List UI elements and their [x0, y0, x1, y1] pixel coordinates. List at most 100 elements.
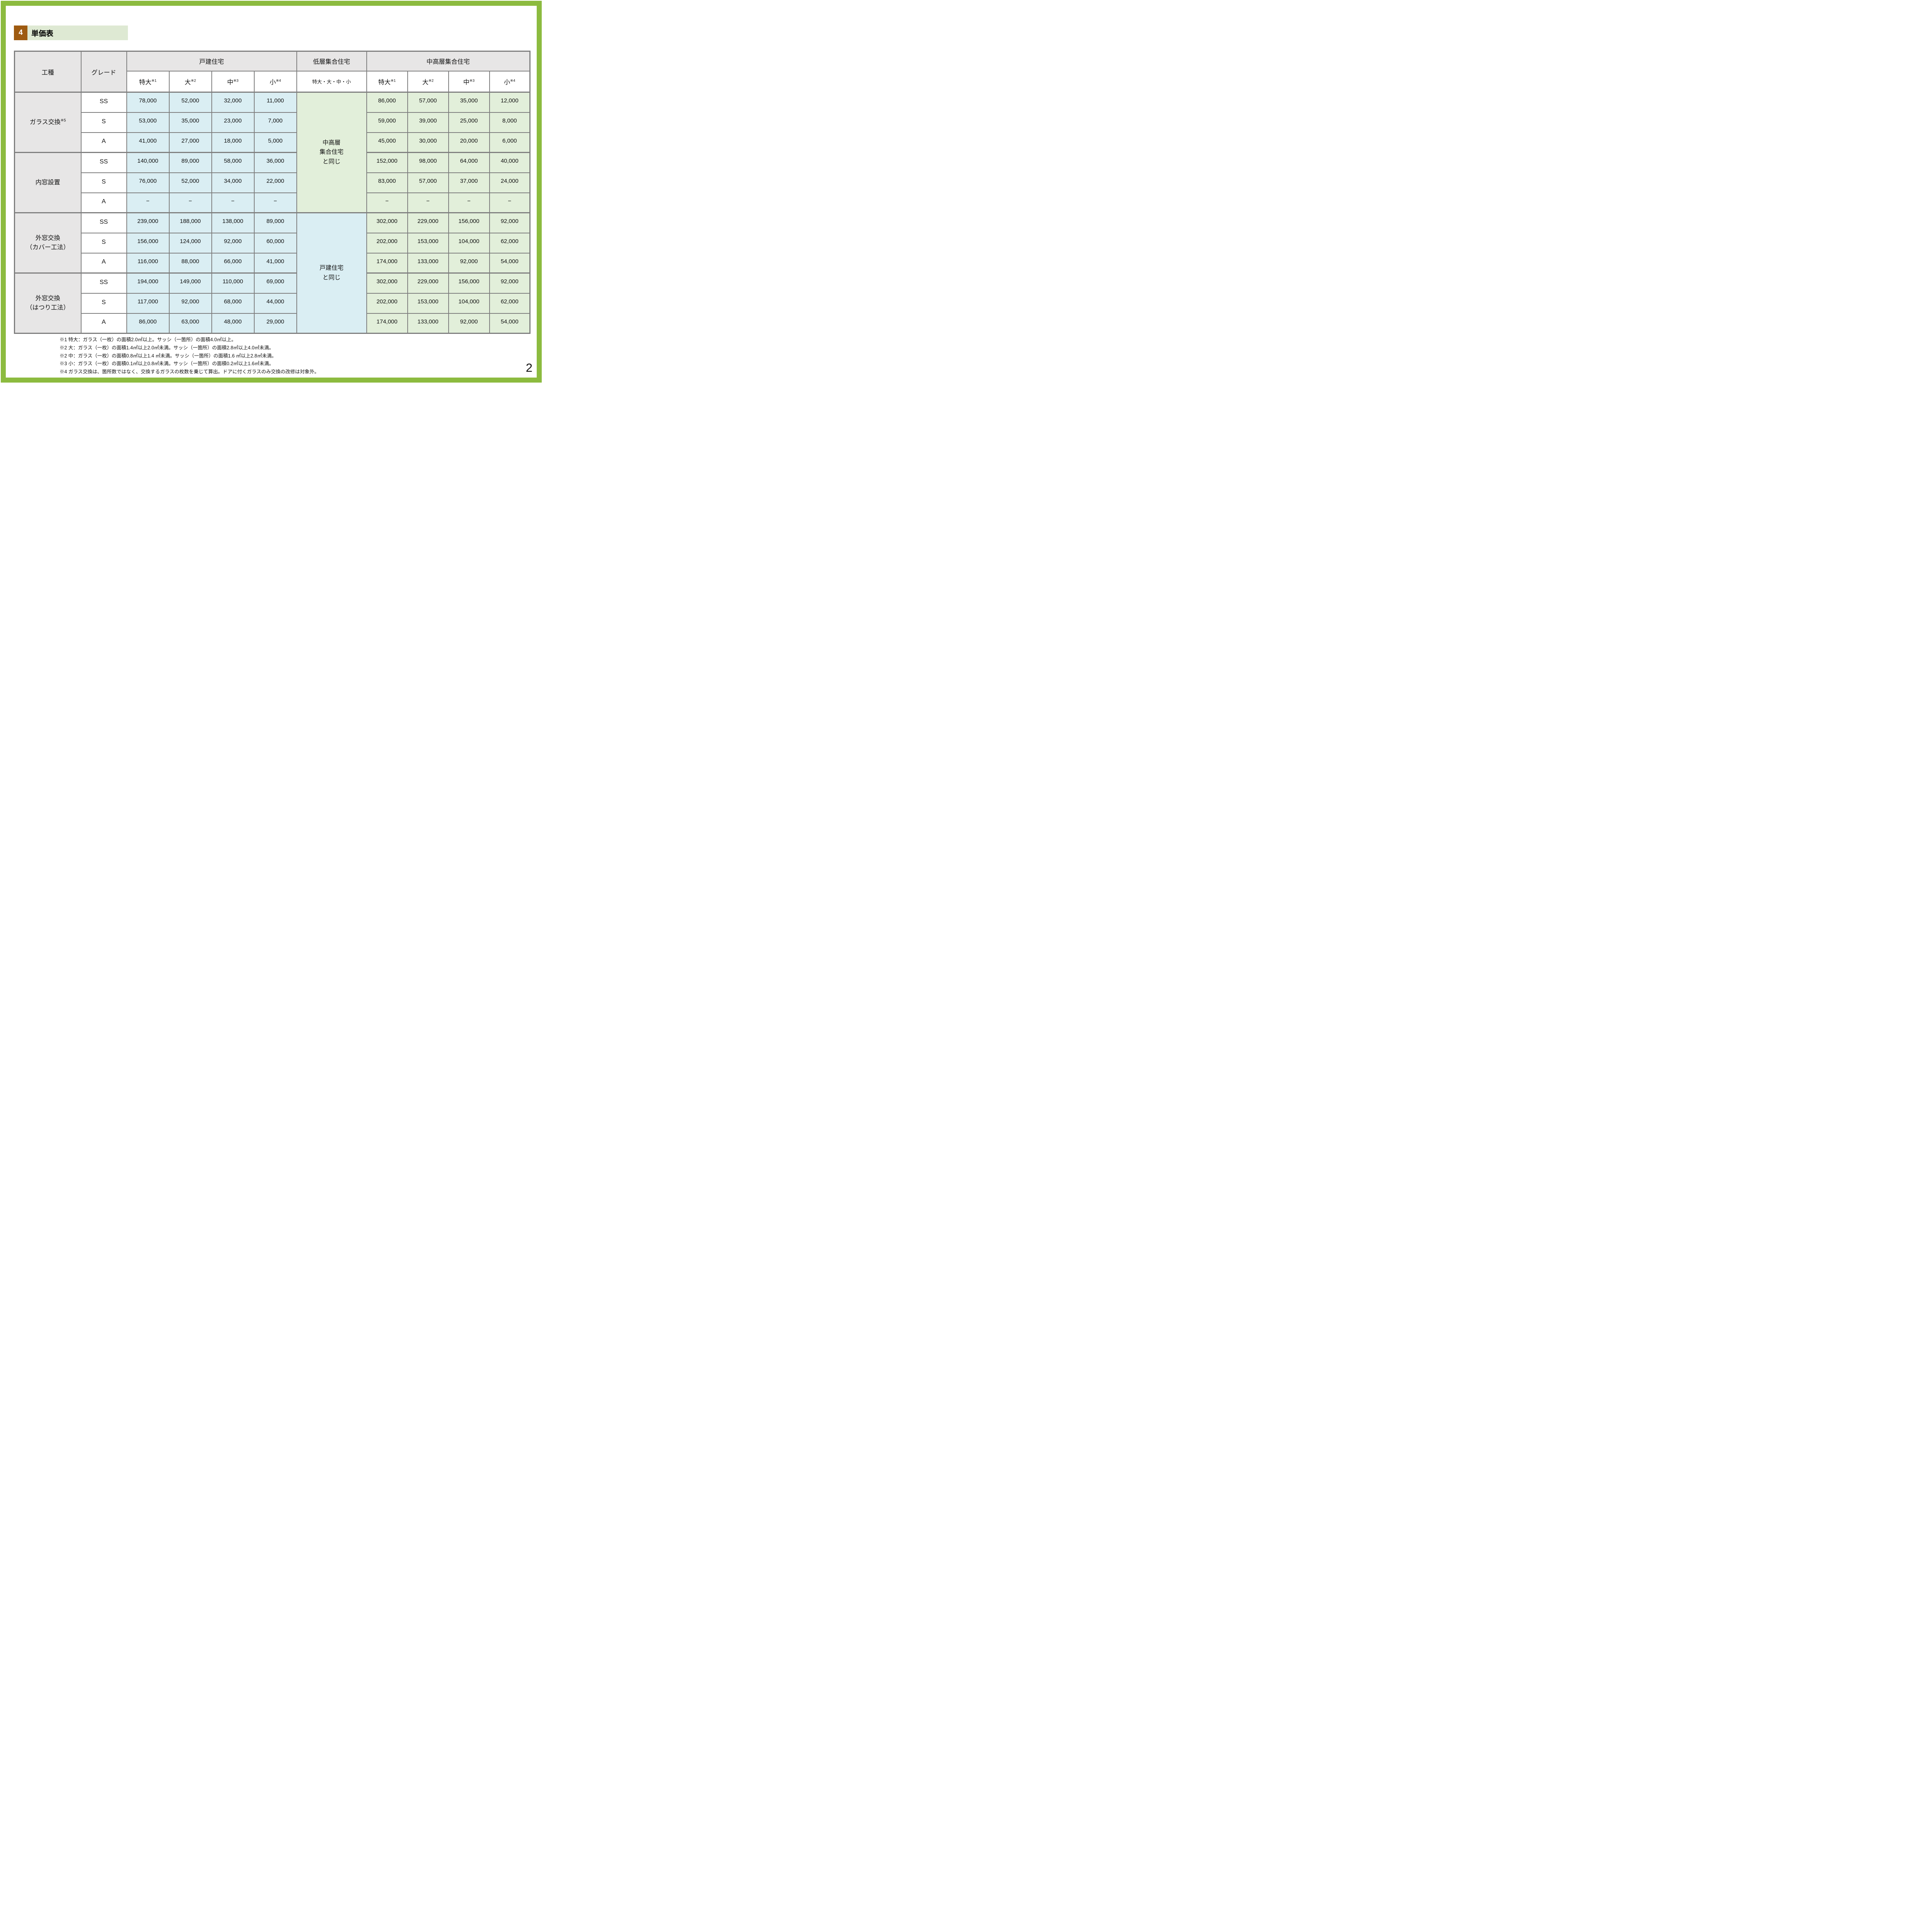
price-cell-midhigh: 62,000: [489, 232, 531, 254]
price-cell-detached: 76,000: [126, 172, 170, 193]
price-cell-detached: 53,000: [126, 112, 170, 133]
table-header-row: 工種 グレード 戸建住宅 低層集合住宅 中高層集合住宅: [14, 51, 531, 93]
section-number-badge: 4: [14, 26, 27, 40]
footnote-line: ※2 大：ガラス（一枚）の面積1.4㎡以上2.0㎡未満。サッシ（一箇所）の面積2…: [60, 345, 274, 351]
size-footnote-ref: ※2: [190, 78, 196, 83]
price-cell-detached: 11,000: [253, 92, 297, 113]
worktype-cell: 外窓交換 （カバー工法）: [14, 212, 82, 274]
size-label: 大: [422, 79, 429, 86]
grade-cell: S: [80, 172, 127, 193]
price-cell-detached: 138,000: [211, 212, 255, 233]
price-cell-midhigh: 133,000: [407, 252, 449, 274]
price-cell-midhigh: 37,000: [448, 172, 490, 193]
price-cell-detached: 156,000: [126, 232, 170, 254]
price-cell-detached: 117,000: [126, 293, 170, 314]
price-cell-detached: 239,000: [126, 212, 170, 233]
page-number: 2: [526, 361, 532, 374]
price-cell-detached: 48,000: [211, 313, 255, 334]
size-label: 特大: [378, 79, 391, 86]
price-cell-midhigh: 6,000: [489, 132, 531, 153]
price-cell-midhigh: 156,000: [448, 212, 490, 233]
header-grade: グレード: [80, 51, 127, 93]
price-cell-detached: 89,000: [168, 152, 212, 173]
header-size-detached: 特大※1: [126, 70, 170, 93]
size-label: 中: [463, 79, 469, 86]
price-cell-midhigh: 202,000: [366, 293, 408, 314]
table-row: A 41,000 27,000 18,000 5,000 45,000 30,0…: [15, 132, 531, 153]
price-cell-midhigh: 8,000: [489, 112, 531, 133]
page-title: 単価表: [27, 26, 128, 40]
price-cell-detached: 41,000: [126, 132, 170, 153]
price-cell-detached: 86,000: [126, 313, 170, 334]
price-cell-detached: 89,000: [253, 212, 297, 233]
price-cell-midhigh: 86,000: [366, 92, 408, 113]
size-label: 小: [504, 79, 510, 86]
header-size-lowrise: 特大・大・中・小: [296, 70, 367, 93]
header-size-midhigh: 中※3: [448, 70, 490, 93]
header-size-detached: 小※4: [253, 70, 297, 93]
price-cell-midhigh: 92,000: [448, 313, 490, 334]
price-cell-detached: 63,000: [168, 313, 212, 334]
price-cell-detached: 36,000: [253, 152, 297, 173]
price-cell-midhigh: 45,000: [366, 132, 408, 153]
price-cell-detached: −: [253, 192, 297, 213]
table-row: S 76,000 52,000 34,000 22,000 83,000 57,…: [15, 172, 531, 193]
price-cell-detached: 52,000: [168, 92, 212, 113]
lowrise-note-cell: 戸建住宅 と同じ: [296, 212, 367, 334]
grade-cell: S: [80, 293, 127, 314]
table-row: A 116,000 88,000 66,000 41,000 174,000 1…: [15, 252, 531, 274]
price-cell-midhigh: 40,000: [489, 152, 531, 173]
price-cell-midhigh: 153,000: [407, 232, 449, 254]
lowrise-note-cell: 中高層 集合住宅 と同じ: [296, 92, 367, 213]
size-footnote-ref: ※3: [233, 78, 239, 83]
price-cell-midhigh: 104,000: [448, 232, 490, 254]
table-row: 内窓設置 SS 140,000 89,000 58,000 36,000 152…: [14, 152, 531, 213]
section-header: 4 単価表: [14, 26, 128, 40]
price-cell-detached: −: [211, 192, 255, 213]
footnotes: ※1 特大：ガラス（一枚）の面積2.0㎡以上。サッシ（一箇所）の面積4.0㎡以上…: [60, 336, 319, 376]
size-label: 特大: [139, 79, 151, 86]
price-cell-detached: 88,000: [168, 252, 212, 274]
table-row: S 53,000 35,000 23,000 7,000 59,000 39,0…: [15, 112, 531, 133]
price-cell-midhigh: 92,000: [489, 212, 531, 233]
price-cell-midhigh: 20,000: [448, 132, 490, 153]
price-cell-detached: 29,000: [253, 313, 297, 334]
price-cell-midhigh: 152,000: [366, 152, 408, 173]
price-cell-detached: 7,000: [253, 112, 297, 133]
price-cell-detached: 124,000: [168, 232, 212, 254]
price-cell-detached: 60,000: [253, 232, 297, 254]
header-detached-group: 戸建住宅: [126, 51, 297, 71]
price-cell-detached: 110,000: [211, 272, 255, 294]
slide-page: 4 単価表 工種 グレード 戸建住宅 低層集合住宅 中高層集合住宅 特大※1 大…: [0, 0, 543, 383]
price-cell-midhigh: 57,000: [407, 172, 449, 193]
price-cell-midhigh: −: [489, 192, 531, 213]
price-cell-midhigh: 302,000: [366, 212, 408, 233]
price-cell-detached: −: [168, 192, 212, 213]
size-label: 中: [227, 79, 233, 86]
header-size-midhigh: 特大※1: [366, 70, 408, 93]
table-row: S 156,000 124,000 92,000 60,000 202,000 …: [15, 232, 531, 254]
worktype-cell: ガラス交換※5: [14, 92, 82, 153]
footnote-line: ※1 特大：ガラス（一枚）の面積2.0㎡以上。サッシ（一箇所）の面積4.0㎡以上…: [60, 337, 236, 342]
price-cell-midhigh: 98,000: [407, 152, 449, 173]
price-cell-midhigh: 83,000: [366, 172, 408, 193]
price-cell-midhigh: 202,000: [366, 232, 408, 254]
price-cell-midhigh: −: [366, 192, 408, 213]
price-cell-detached: 5,000: [253, 132, 297, 153]
header-size-midhigh: 小※4: [489, 70, 531, 93]
price-cell-midhigh: 153,000: [407, 293, 449, 314]
price-cell-midhigh: 24,000: [489, 172, 531, 193]
size-footnote-ref: ※4: [510, 78, 515, 83]
price-cell-midhigh: −: [407, 192, 449, 213]
table-row: ガラス交換※5 SS 78,000 52,000 32,000 11,000 中…: [14, 92, 531, 213]
grade-cell: S: [80, 232, 127, 254]
size-label: 大: [184, 79, 191, 86]
price-cell-midhigh: 35,000: [448, 92, 490, 113]
footnote-line: ※2 中：ガラス（一枚）の面積0.8㎡以上1.4 ㎡未満。サッシ（一箇所）の面積…: [60, 353, 277, 359]
price-cell-detached: 188,000: [168, 212, 212, 233]
worktype-cell: 外窓交換 （はつり工法）: [14, 272, 82, 334]
price-cell-detached: 66,000: [211, 252, 255, 274]
header-worktype: 工種: [14, 51, 82, 93]
price-cell-detached: 116,000: [126, 252, 170, 274]
grade-cell: A: [80, 192, 127, 213]
